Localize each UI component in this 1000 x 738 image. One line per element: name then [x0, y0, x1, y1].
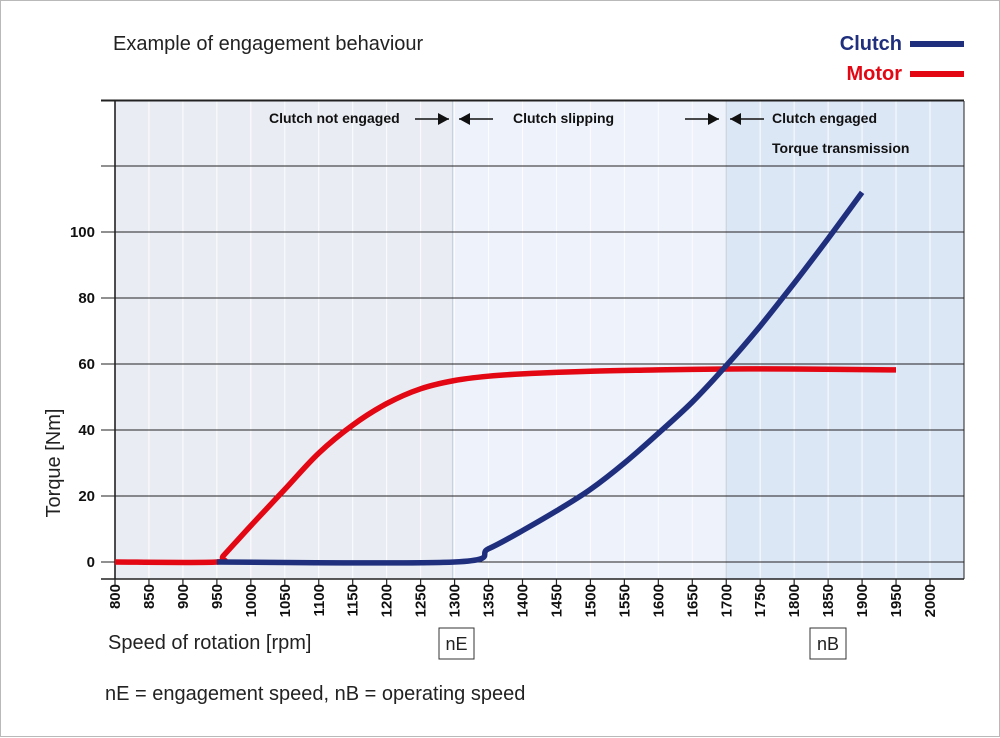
arrow-right-2-head — [708, 113, 719, 125]
grid — [101, 99, 965, 580]
footnote: nE = engagement speed, nB = operating sp… — [105, 683, 525, 705]
x-tick-label: 1000 — [243, 584, 260, 617]
x-tick-label: 1300 — [447, 584, 464, 617]
x-tick-label: 1850 — [820, 584, 837, 617]
y-tick-label: 40 — [78, 422, 95, 439]
x-tick-label: 1350 — [481, 584, 498, 617]
region-2 — [452, 101, 727, 579]
x-tick-label: 1450 — [548, 584, 565, 617]
x-tick-label: 800 — [107, 584, 124, 609]
x-tick-label: 1250 — [413, 584, 430, 617]
y-tick-label: 60 — [78, 356, 95, 373]
x-tick-label: 1200 — [379, 584, 396, 617]
axis-ticks: 0 20 40 60 80 100 800 850 900 950 1000 1050 1100 1150… — [70, 224, 939, 617]
x-tick-label: 850 — [141, 584, 158, 609]
series-line-clutch — [216, 190, 865, 566]
x-axis-label: Speed of rotation [rpm] — [108, 632, 311, 654]
legend-label-motor: Motor — [846, 63, 902, 85]
legend: Clutch Motor — [840, 33, 964, 85]
arrow-left-2-head — [730, 113, 741, 125]
annotation-slipping: Clutch slipping — [513, 110, 614, 126]
annotation-engaged: Clutch engaged — [772, 110, 877, 126]
x-tick-label: 1550 — [616, 584, 633, 617]
marker-ne-box — [438, 627, 475, 660]
x-tick-label: 1500 — [582, 584, 599, 617]
x-tick-label: 1100 — [311, 584, 328, 617]
x-tick-label: 1400 — [515, 584, 532, 617]
x-tick-label: 1950 — [888, 584, 905, 617]
x-tick-label: 900 — [175, 584, 192, 609]
chart-title: Example of engagement behaviour — [113, 33, 424, 55]
region-annotations: Clutch not engaged Clutch slipping Clutch … — [269, 110, 909, 156]
marker-ne: nE — [438, 627, 475, 660]
series-line-motor — [114, 366, 897, 566]
y-tick-label: 20 — [78, 488, 95, 505]
x-tick-label: 1750 — [752, 584, 769, 617]
marker-ne-label: nE — [445, 634, 467, 654]
y-tick-label: 100 — [70, 224, 95, 241]
x-tick-label: 950 — [209, 584, 226, 609]
y-tick-label: 80 — [78, 290, 95, 307]
x-tick-label: 1050 — [277, 584, 294, 617]
x-tick-label: 1650 — [684, 584, 701, 617]
x-tick-label: 2000 — [922, 584, 939, 617]
region-3 — [726, 101, 964, 579]
marker-nb-box — [809, 627, 847, 660]
y-tick-label: 0 — [87, 554, 95, 571]
annotation-not-engaged: Clutch not engaged — [269, 110, 400, 126]
region-backgrounds — [115, 101, 964, 579]
marker-nb: nB — [809, 627, 847, 660]
legend-label-clutch: Clutch — [840, 33, 902, 55]
y-axis-label: Torque [Nm] — [43, 409, 65, 518]
annotation-torque-transmission: Torque transmission — [772, 140, 909, 156]
series-lines — [114, 190, 897, 566]
x-tick-label: 1800 — [786, 584, 803, 617]
arrow-left-1-head — [459, 113, 470, 125]
region-1 — [115, 101, 453, 579]
x-tick-label: 1600 — [650, 584, 667, 617]
x-tick-label: 1900 — [854, 584, 871, 617]
x-tick-label: 1700 — [718, 584, 735, 617]
x-tick-label: 1150 — [345, 584, 362, 617]
marker-nb-label: nB — [817, 634, 839, 654]
arrow-right-1-head — [438, 113, 449, 125]
